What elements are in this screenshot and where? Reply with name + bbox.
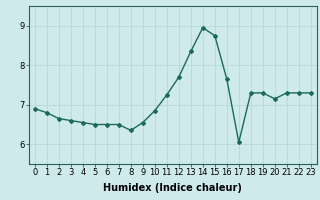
X-axis label: Humidex (Indice chaleur): Humidex (Indice chaleur) <box>103 183 242 193</box>
